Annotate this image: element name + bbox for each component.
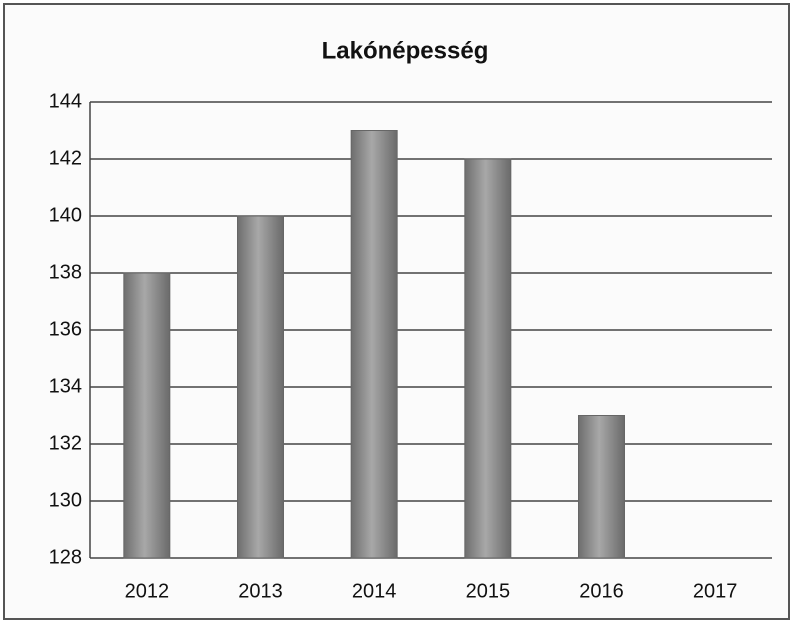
y-tick-label: 144 [49,90,82,112]
y-tick-label: 132 [49,432,82,454]
bar [237,215,284,559]
bar [350,130,398,559]
y-tick-label: 136 [49,318,82,340]
y-tick-label: 138 [49,261,82,283]
x-tick-label: 2016 [579,580,624,602]
bar [578,415,625,559]
y-tick-label: 142 [49,147,82,169]
y-tick-label: 130 [49,489,82,511]
bar [464,158,512,559]
x-tick-label: 2012 [125,580,170,602]
x-tick-label: 2014 [352,580,397,602]
x-tick-label: 2013 [238,580,283,602]
x-tick-label: 2015 [466,580,511,602]
bar [123,272,171,559]
x-tick-label: 2017 [693,580,738,602]
y-tick-label: 140 [49,204,82,226]
chart-title: Lakónépesség [322,37,489,64]
y-tick-label: 134 [49,375,82,397]
y-tick-label: 128 [49,546,82,568]
